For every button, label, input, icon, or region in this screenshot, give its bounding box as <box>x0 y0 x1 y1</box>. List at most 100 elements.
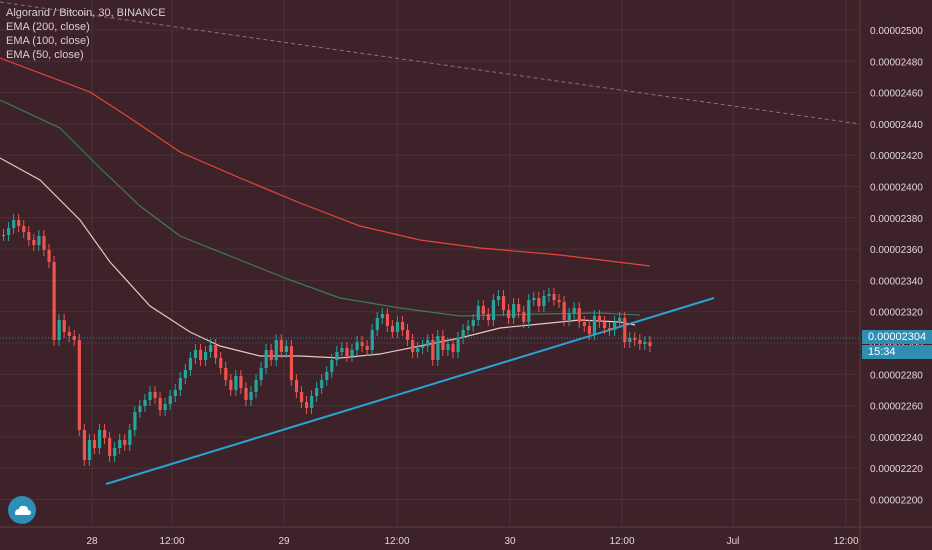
candle-body <box>92 440 97 448</box>
candle-body <box>411 340 415 352</box>
candle-body <box>82 430 86 460</box>
y-tick-label: 0.00002420 <box>870 151 923 162</box>
x-tick-label: 29 <box>278 536 290 547</box>
candle-body <box>279 340 283 352</box>
candle-body <box>299 392 304 402</box>
candle-body <box>406 330 410 340</box>
candle-body <box>345 348 349 356</box>
candle-body <box>239 376 243 388</box>
cloud-icon <box>15 505 31 515</box>
candle-body <box>274 340 278 360</box>
legend-ema100[interactable]: EMA (100, close) <box>6 35 90 47</box>
x-tick-label: 12:00 <box>159 536 184 547</box>
candle-body <box>178 378 182 390</box>
candle-body <box>648 342 652 346</box>
candle-body <box>441 336 445 350</box>
candle-body <box>163 404 167 410</box>
legend-ema200[interactable]: EMA (200, close) <box>6 21 90 33</box>
tradingview-logo[interactable] <box>8 496 36 524</box>
candle-body <box>193 350 198 358</box>
candle-body <box>305 402 309 408</box>
candle-body <box>42 236 46 250</box>
candle-body <box>67 332 71 336</box>
y-tick-label: 0.00002440 <box>870 120 923 131</box>
candle-body <box>552 294 556 300</box>
candle-body <box>446 344 450 350</box>
candle-body <box>128 430 132 445</box>
candle-body <box>350 350 354 356</box>
y-tick-label: 0.00002200 <box>870 496 923 507</box>
candle-body <box>507 310 511 318</box>
y-tick-label: 0.00002260 <box>870 402 923 413</box>
candle-body <box>375 318 379 330</box>
candle-body <box>638 340 642 344</box>
candle-body <box>567 314 571 320</box>
y-tick-label: 0.00002460 <box>870 89 923 100</box>
y-tick-label: 0.00002480 <box>870 57 923 68</box>
candle-body <box>365 346 369 350</box>
candle-body <box>461 330 465 338</box>
candle-body <box>527 300 531 322</box>
candle-body <box>577 308 581 322</box>
candle-body <box>32 240 36 245</box>
y-tick-label: 0.00002220 <box>870 464 923 475</box>
candle-body <box>214 345 218 358</box>
candle-body <box>183 370 187 378</box>
candle-body <box>426 340 430 346</box>
countdown-tag: 15:34 <box>862 345 932 359</box>
candle-body <box>501 296 506 310</box>
candle-body <box>77 340 81 430</box>
candle-body <box>623 318 627 342</box>
candle-body <box>188 358 193 370</box>
candle-body <box>198 350 203 360</box>
legend-ema50[interactable]: EMA (50, close) <box>6 49 84 61</box>
candle-body <box>244 388 248 400</box>
candle-body <box>522 312 526 322</box>
candle-body <box>158 398 162 410</box>
candle-body <box>633 338 637 340</box>
x-tick-label: 28 <box>86 536 98 547</box>
ema100-line <box>0 99 641 317</box>
candle-body <box>315 388 319 396</box>
support-trendline <box>105 297 715 485</box>
y-tick-label: 0.00002300 <box>870 339 923 350</box>
candle-body <box>587 326 591 334</box>
candle-body <box>259 368 263 380</box>
candle-body <box>264 350 268 368</box>
candle-body <box>249 392 253 400</box>
candle-body <box>27 232 31 240</box>
candle-body <box>537 298 541 306</box>
candle-body <box>133 412 137 430</box>
candle-body <box>476 306 480 320</box>
x-tick-label: 30 <box>504 536 516 547</box>
candle-body <box>62 320 66 332</box>
candle-body <box>254 380 258 392</box>
y-tick-label: 0.00002320 <box>870 308 923 319</box>
candle-body <box>370 330 374 350</box>
candle-body <box>562 302 566 320</box>
candle-body <box>491 300 496 320</box>
candle-body <box>123 440 127 445</box>
y-tick-label: 0.00002280 <box>870 370 923 381</box>
candle-body <box>395 322 400 332</box>
chart-legend: Algorand / Bitcoin, 30, BINANCE EMA (200… <box>6 6 166 62</box>
candle-body <box>613 322 617 330</box>
candle-body <box>310 396 314 408</box>
candle-body <box>532 298 536 300</box>
legend-symbol[interactable]: Algorand / Bitcoin, 30, BINANCE <box>6 7 166 19</box>
candle-body <box>542 296 546 306</box>
candle-body <box>547 294 551 296</box>
candle-body <box>219 358 223 368</box>
candle-body <box>269 350 273 360</box>
candle-body <box>330 360 334 372</box>
last-price-tag: 0.00002304 <box>862 330 932 344</box>
candle-body <box>340 348 344 352</box>
candle-body <box>97 430 102 448</box>
candle-body <box>47 250 51 262</box>
candle-body <box>597 316 602 322</box>
ema50-line <box>0 157 636 359</box>
candle-body <box>360 342 364 346</box>
candle-body <box>103 430 107 438</box>
